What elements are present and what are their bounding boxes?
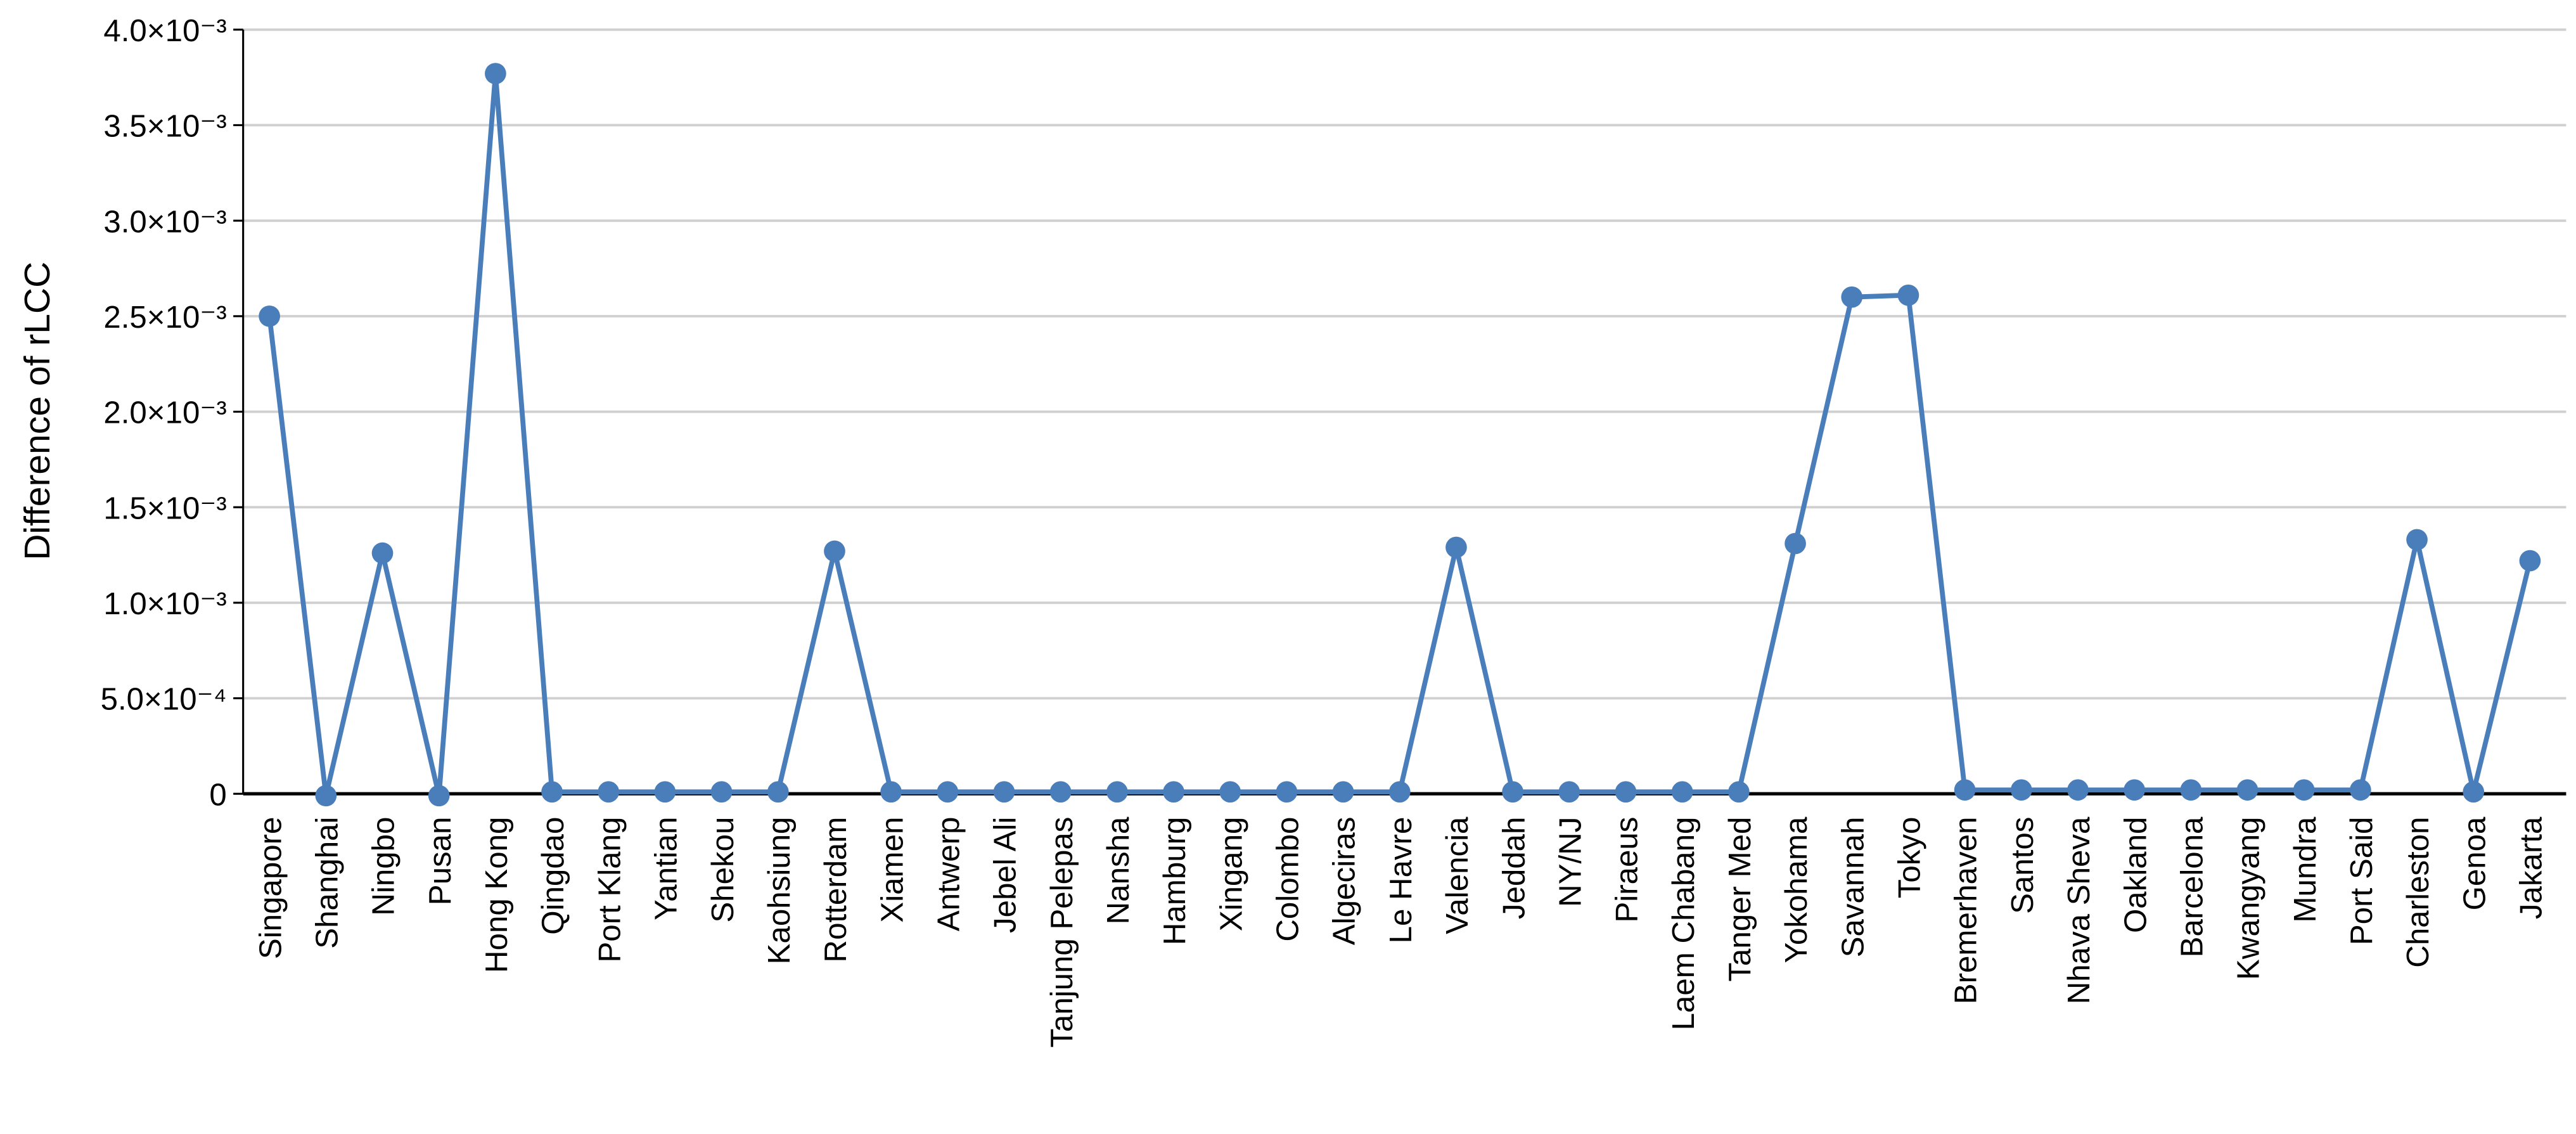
data-point xyxy=(654,781,676,803)
x-tick-label: Port Klang xyxy=(592,817,627,963)
x-tick-label: Xiamen xyxy=(875,817,909,923)
data-point xyxy=(1502,781,1524,803)
data-point xyxy=(880,781,902,803)
x-tick-label: Bremerhaven xyxy=(1949,817,1983,1005)
data-point xyxy=(2124,779,2145,801)
x-tick-label: Pusan xyxy=(423,817,458,906)
x-tick-label: Laem Chabang xyxy=(1666,817,1701,1031)
data-point xyxy=(1276,781,1298,803)
x-tick-label: Mundra xyxy=(2288,816,2323,923)
x-tick-label: Genoa xyxy=(2457,816,2492,910)
y-tick-label: 2.5×10⁻³ xyxy=(103,300,226,335)
x-tick-label: Jakarta xyxy=(2514,816,2549,919)
x-tick-label: Algeciras xyxy=(1327,817,1362,946)
y-tick-label: 0 xyxy=(209,777,226,812)
data-point xyxy=(1728,781,1750,803)
x-tick-label: Piraeus xyxy=(1610,817,1644,923)
data-point xyxy=(1049,781,1072,803)
data-point xyxy=(541,781,563,803)
x-tick-label: Shanghai xyxy=(309,817,344,949)
data-point xyxy=(371,542,394,564)
data-point xyxy=(2180,779,2202,801)
x-tick-label: Yantian xyxy=(649,817,684,920)
x-tick-label: Charleston xyxy=(2400,817,2435,968)
x-tick-label: Jeddah xyxy=(1496,817,1531,920)
x-tick-label: Hamburg xyxy=(1157,817,1192,946)
data-point xyxy=(2293,779,2315,801)
data-point xyxy=(1615,781,1637,803)
data-point xyxy=(1671,781,1693,803)
x-tick-label: Savannah xyxy=(1835,817,1870,958)
x-tick-label: Nhava Sheva xyxy=(2061,816,2096,1004)
data-point xyxy=(1558,781,1580,803)
x-tick-label: Kwangyang xyxy=(2231,817,2266,980)
data-point xyxy=(2519,550,2541,572)
data-point xyxy=(598,781,620,803)
x-tick-label: Yokohama xyxy=(1779,816,1814,963)
x-tick-label: Le Havre xyxy=(1383,817,1418,944)
x-tick-label: Tokyo xyxy=(1892,817,1927,899)
x-tick-label: Tanger Med xyxy=(1722,817,1757,982)
x-tick-label: Tanjung Pelepas xyxy=(1044,817,1079,1048)
x-tick-label: Nansha xyxy=(1101,816,1136,924)
data-point xyxy=(1332,781,1354,803)
y-tick-label: 2.0×10⁻³ xyxy=(103,396,226,430)
data-point xyxy=(315,785,337,807)
x-tick-label: Xingang xyxy=(1214,817,1248,932)
x-tick-label: Oakland xyxy=(2118,817,2153,933)
x-tick-label: NY/NJ xyxy=(1553,817,1587,907)
data-point xyxy=(1219,781,1241,803)
data-point xyxy=(1841,286,1863,308)
x-tick-label: Valencia xyxy=(1440,816,1475,934)
x-tick-label: Antwerp xyxy=(931,817,966,932)
data-point xyxy=(767,781,789,803)
data-point xyxy=(1106,781,1128,803)
x-tick-label: Kaohsiung xyxy=(762,817,797,965)
data-point xyxy=(2067,779,2089,801)
data-point xyxy=(428,785,450,807)
x-tick-label: Jebel Ali xyxy=(988,817,1023,933)
data-point xyxy=(1897,284,1919,306)
data-point xyxy=(2236,779,2259,801)
data-point xyxy=(1954,779,1976,801)
data-point xyxy=(485,63,506,84)
data-point xyxy=(2406,529,2428,551)
x-tick-label: Colombo xyxy=(1271,817,1305,942)
y-tick-label: 1.0×10⁻³ xyxy=(103,586,226,621)
x-tick-label: Shekou xyxy=(705,817,740,923)
x-tick-label: Ningbo xyxy=(366,817,401,916)
x-tick-label: Barcelona xyxy=(2174,816,2209,957)
y-tick-label: 3.5×10⁻³ xyxy=(103,109,226,144)
data-point xyxy=(2350,779,2371,801)
x-tick-label: Santos xyxy=(2005,817,2040,914)
y-axis-title: Difference of rLCC xyxy=(17,262,58,560)
data-point xyxy=(2463,781,2485,803)
data-point xyxy=(259,305,281,327)
series-line xyxy=(267,71,2533,799)
data-point xyxy=(1445,536,1467,558)
data-point xyxy=(1785,532,1806,555)
data-point xyxy=(2010,779,2032,801)
x-tick-label: Hong Kong xyxy=(479,817,514,973)
data-point xyxy=(937,781,959,803)
data-point xyxy=(710,781,733,803)
data-point xyxy=(824,540,845,562)
y-tick-label: 5.0×10⁻⁴ xyxy=(101,682,227,717)
x-tick-label: Rotterdam xyxy=(818,817,853,963)
data-point xyxy=(1163,781,1184,803)
data-point xyxy=(1388,781,1411,803)
data-point xyxy=(993,781,1015,803)
y-tick-label: 1.5×10⁻³ xyxy=(103,491,226,525)
x-tick-label: Qingdao xyxy=(535,817,570,935)
y-tick-label: 4.0×10⁻³ xyxy=(103,13,226,48)
x-tick-label: Port Said xyxy=(2344,817,2379,946)
y-tick-label: 3.0×10⁻³ xyxy=(103,204,226,239)
x-tick-label: Singapore xyxy=(253,817,288,960)
